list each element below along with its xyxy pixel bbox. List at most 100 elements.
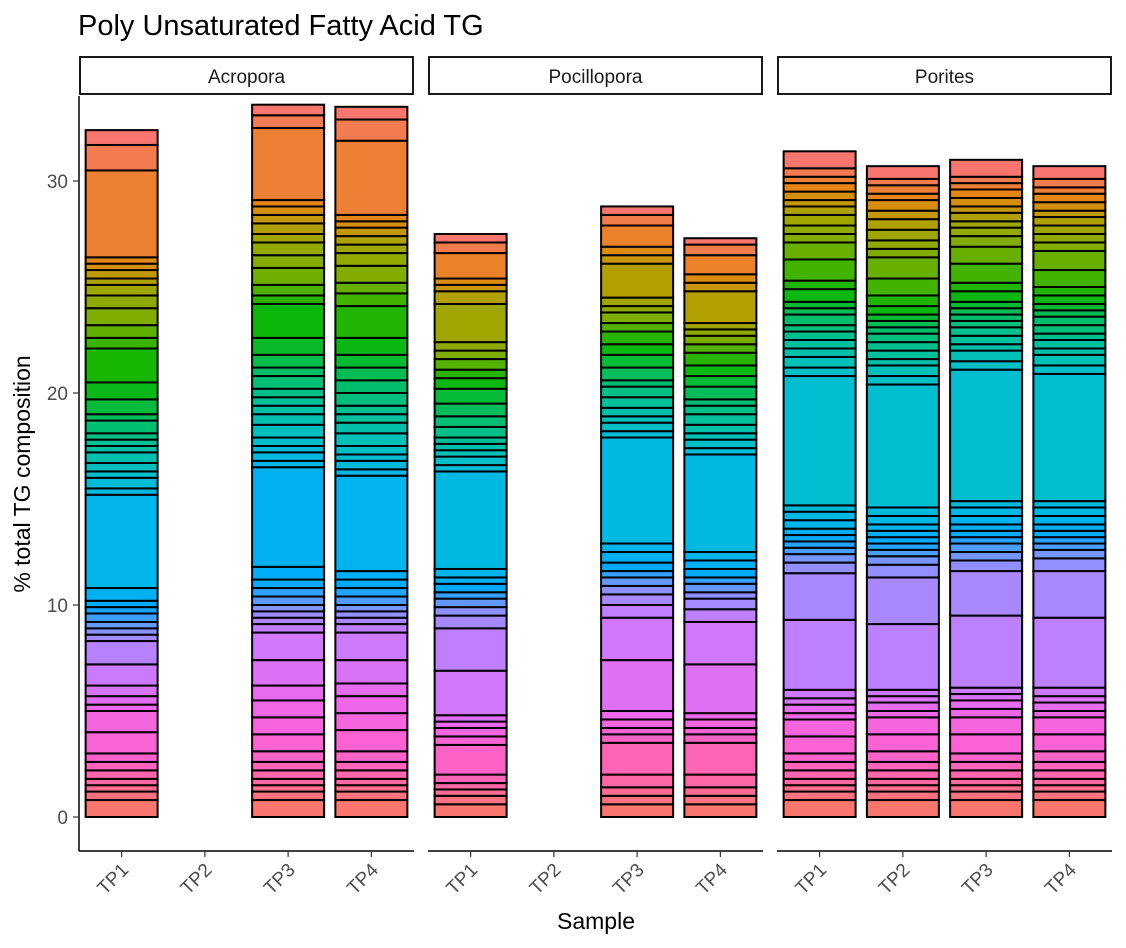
bar-pocillopora-tp3 bbox=[600, 205, 675, 819]
bar-segment bbox=[949, 699, 1024, 710]
bar-segment bbox=[949, 760, 1024, 772]
bar-segment bbox=[251, 631, 326, 662]
bar-segment bbox=[334, 226, 409, 238]
bar-segment bbox=[84, 769, 159, 780]
bar-segment bbox=[433, 349, 508, 361]
bar-segment bbox=[683, 741, 758, 776]
bar-segment bbox=[782, 618, 857, 691]
bar-segment bbox=[683, 413, 758, 426]
facet-panels: Acropora TP1 TP2 TP3 TP4 Pocillopora TP1 TP2 TP3… bbox=[79, 56, 1112, 899]
bar-segment bbox=[251, 114, 326, 129]
bar-segment bbox=[600, 604, 675, 619]
bar-segment bbox=[334, 578, 409, 590]
bar-segment bbox=[84, 612, 159, 623]
bar-segment bbox=[949, 349, 1024, 363]
bar-segment bbox=[433, 726, 508, 738]
bar-segment bbox=[84, 752, 159, 763]
bar-segment bbox=[782, 688, 857, 700]
bar-segment bbox=[949, 733, 1024, 755]
bar-segment bbox=[84, 663, 159, 687]
facet-strip-label: Acropora bbox=[208, 67, 286, 88]
facet-strip bbox=[79, 56, 414, 95]
bar-segment bbox=[433, 455, 508, 467]
bar-segment bbox=[251, 387, 326, 399]
x-tick-label: TP2 bbox=[526, 860, 565, 899]
bar-segment bbox=[433, 402, 508, 418]
bar-segment bbox=[949, 360, 1024, 371]
bar-segment bbox=[84, 461, 159, 473]
bar-segment bbox=[1032, 733, 1107, 753]
bar-segment bbox=[1032, 294, 1107, 305]
bar-segment bbox=[251, 294, 326, 305]
facet-pocillopora: Pocillopora TP1 TP2 TP3 TP4 bbox=[428, 56, 763, 899]
y-tick-label: 30 bbox=[47, 172, 68, 193]
bar-segment bbox=[251, 750, 326, 763]
bar-segment bbox=[600, 353, 675, 369]
bar-segment bbox=[865, 760, 940, 772]
bar-segment bbox=[600, 311, 675, 325]
bar-segment bbox=[251, 659, 326, 687]
bar-segment bbox=[251, 587, 326, 598]
bar-segment bbox=[949, 196, 1024, 208]
bar-segment bbox=[865, 733, 940, 753]
bar-segment bbox=[1032, 201, 1107, 212]
x-tick-label: TP2 bbox=[875, 860, 914, 899]
bar-segment bbox=[433, 302, 508, 344]
bar-segment bbox=[84, 476, 159, 490]
bar-segment bbox=[433, 606, 508, 617]
bar-segment bbox=[251, 578, 326, 590]
bar-segment bbox=[84, 336, 159, 350]
bar-segment bbox=[334, 305, 409, 339]
chart-title: Poly Unsaturated Fatty Acid TG bbox=[78, 10, 484, 42]
bar-segment bbox=[865, 349, 940, 361]
bar-segment bbox=[600, 213, 675, 227]
bar-segment bbox=[433, 803, 508, 819]
bar-segment bbox=[865, 239, 940, 250]
bar-segment bbox=[865, 514, 940, 526]
bar-segment bbox=[251, 623, 326, 634]
bar-segment bbox=[334, 459, 409, 471]
bar-segment bbox=[683, 237, 758, 246]
bar-segment bbox=[949, 188, 1024, 199]
bar-segment bbox=[251, 466, 326, 568]
bar-segment bbox=[949, 326, 1024, 337]
bar-segment bbox=[251, 760, 326, 772]
bar-segment bbox=[334, 445, 409, 456]
bar-segment bbox=[1032, 241, 1107, 252]
bar-segment bbox=[683, 663, 758, 715]
bar-segment bbox=[433, 794, 508, 806]
bar-segment bbox=[600, 224, 675, 248]
bar-segment bbox=[683, 423, 758, 435]
facet-strip-label: Porites bbox=[915, 67, 974, 88]
bar-segment bbox=[84, 347, 159, 384]
bar-segment bbox=[251, 283, 326, 297]
bar-segment bbox=[84, 799, 159, 818]
bar-segment bbox=[865, 799, 940, 818]
bar-segment bbox=[600, 561, 675, 573]
bar-segment bbox=[782, 150, 857, 170]
bar-segment bbox=[251, 222, 326, 235]
bar-segment bbox=[251, 565, 326, 581]
bar-segment bbox=[433, 582, 508, 594]
bar-segment bbox=[334, 769, 409, 780]
bar-segment bbox=[600, 576, 675, 587]
bar-segment bbox=[251, 436, 326, 447]
bar-segment bbox=[683, 803, 758, 819]
bar-segment bbox=[683, 786, 758, 797]
bar-segment bbox=[1032, 165, 1107, 180]
bar-segment bbox=[433, 387, 508, 405]
bar-segment bbox=[865, 165, 940, 180]
bar-segment bbox=[782, 366, 857, 378]
bar-segment bbox=[683, 559, 758, 570]
bar-segment bbox=[84, 129, 159, 146]
x-tick-label: TP4 bbox=[343, 859, 383, 899]
bar-segment bbox=[84, 169, 159, 259]
bar-segment bbox=[334, 243, 409, 255]
bar-segment bbox=[251, 413, 326, 426]
y-tick-label: 20 bbox=[47, 384, 68, 405]
bar-segment bbox=[949, 570, 1024, 617]
bar-segment bbox=[865, 555, 940, 566]
bar-segment bbox=[782, 190, 857, 202]
bar-segment bbox=[433, 773, 508, 785]
bar-segment bbox=[84, 143, 159, 172]
